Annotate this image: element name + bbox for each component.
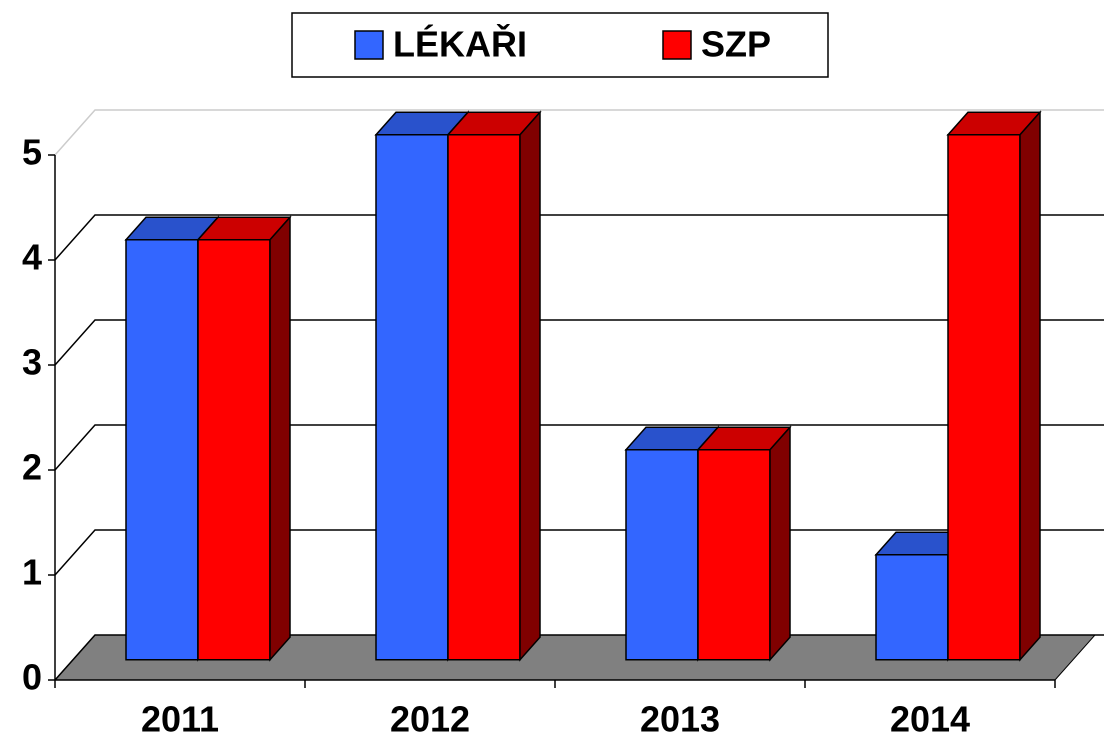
x-tick-label: 2011 <box>141 699 219 740</box>
bar-side <box>269 215 291 662</box>
x-tick-label: 2012 <box>390 699 470 740</box>
grid-line <box>54 319 1104 366</box>
y-tick-label: 4 <box>22 237 42 278</box>
bar <box>946 110 1042 662</box>
bar-front <box>197 239 271 661</box>
y-tick-label: 1 <box>22 552 42 593</box>
bar-front <box>697 449 771 661</box>
bar-front <box>447 134 521 661</box>
bar-side <box>769 425 791 662</box>
bar-side <box>1019 110 1041 662</box>
bar-side <box>519 110 541 662</box>
grid-line <box>54 424 1104 471</box>
y-tick-label: 5 <box>22 132 42 173</box>
bar <box>196 215 292 662</box>
legend-swatch <box>354 30 384 60</box>
legend-label: SZP <box>701 24 771 65</box>
bar <box>696 425 792 662</box>
bar <box>446 110 542 662</box>
y-tick-label: 2 <box>22 447 42 488</box>
grid-line <box>54 214 1104 261</box>
bar-front <box>875 554 949 661</box>
bar-front <box>125 239 199 661</box>
y-tick-label: 3 <box>22 342 42 383</box>
grid-line <box>54 109 1104 156</box>
y-tick-label: 0 <box>22 657 42 698</box>
legend-label: LÉKAŘI <box>393 23 527 65</box>
x-tick-label: 2013 <box>640 699 720 740</box>
bar-front <box>375 134 449 661</box>
bar-front <box>947 134 1021 661</box>
x-tick-label: 2014 <box>890 699 970 740</box>
bar-front <box>625 449 699 661</box>
legend-swatch <box>662 30 692 60</box>
